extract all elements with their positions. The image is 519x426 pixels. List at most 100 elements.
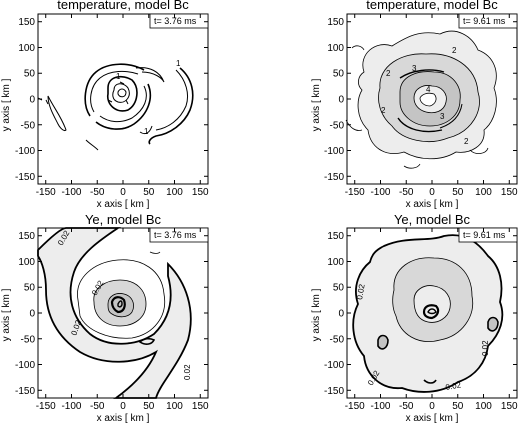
x-axis-label: x axis [ km ]: [406, 413, 459, 424]
y-tick-label: -100: [15, 360, 35, 371]
x-tick-label: 0: [429, 401, 435, 412]
y-tick-label: -50: [21, 120, 36, 131]
x-tick-label: 0: [120, 401, 126, 412]
y-tick-label: 50: [333, 69, 345, 80]
y-tick-label: 150: [18, 231, 35, 242]
y-tick-label: 0: [29, 309, 35, 320]
x-axis-label: x axis [ km ]: [97, 199, 150, 210]
panel-title: Ye, model Bc: [85, 212, 162, 227]
contour-label: 2: [386, 69, 391, 78]
x-tick-label: 100: [475, 401, 492, 412]
x-tick-label: 150: [192, 401, 209, 412]
contour-labels: 2 2 2 2 3 3 4: [381, 46, 469, 146]
y-axis-label: y axis [ km ]: [311, 78, 322, 131]
y-tick-label: -150: [324, 172, 344, 183]
contour-fills: [357, 30, 497, 160]
contour-label: 2: [452, 46, 457, 55]
y-tick-label: 100: [327, 43, 344, 54]
panel-temperature-t1: temperature, model Bc x axis [ km ] y ax…: [1, 0, 209, 210]
x-tick-label: 50: [452, 401, 464, 412]
contour-lines: [110, 251, 161, 345]
time-box: t= 9.61 ms: [458, 227, 518, 243]
y-tick-label: 0: [338, 309, 344, 320]
y-axis-label: y axis [ km ]: [1, 78, 12, 131]
x-tick-label: 100: [475, 187, 492, 198]
contour-label: 3: [440, 112, 445, 121]
y-tick-label: 100: [18, 43, 35, 54]
y-tick-label: -150: [15, 386, 35, 397]
panel-title: temperature, model Bc: [366, 0, 498, 12]
x-tick-label: 50: [452, 187, 464, 198]
x-axis-label: x axis [ km ]: [406, 199, 459, 210]
x-tick-label: 100: [166, 401, 183, 412]
x-axis-label: x axis [ km ]: [97, 413, 150, 424]
y-tick-label: -50: [21, 334, 36, 345]
time-label: t= 9.61 ms: [463, 16, 506, 26]
time-label: t= 9.61 ms: [463, 230, 506, 240]
contour-label: 4: [426, 85, 431, 94]
x-tick-label: 0: [429, 187, 435, 198]
y-tick-label: 50: [24, 69, 36, 80]
contour-label: 1: [176, 59, 181, 68]
panel-title: Ye, model Bc: [394, 212, 471, 227]
plot-frame: [37, 13, 209, 185]
time-label: t= 3.76 ms: [154, 16, 197, 26]
y-axis-label: y axis [ km ]: [1, 288, 12, 341]
x-tick-label: 100: [166, 187, 183, 198]
y-tick-label: 0: [338, 95, 344, 106]
x-tick-label: 150: [501, 401, 518, 412]
y-tick-label: -100: [324, 146, 344, 157]
contour-labels: 1 1 1: [116, 59, 181, 136]
y-tick-label: 150: [327, 231, 344, 242]
time-label: t= 3.76 ms: [154, 230, 197, 240]
y-tick-label: 0: [29, 95, 35, 106]
time-box: t= 9.61 ms: [458, 13, 518, 29]
y-tick-label: 150: [327, 17, 344, 28]
contour-lines: [345, 45, 489, 169]
contour-lines: [37, 63, 194, 151]
x-tick-label: -150: [345, 401, 365, 412]
contour-lines: [377, 304, 499, 384]
x-tick-label: -50: [399, 187, 414, 198]
x-tick-label: -50: [90, 187, 105, 198]
y-axis-label: y axis [ km ]: [311, 288, 322, 341]
y-tick-label: 100: [327, 257, 344, 268]
x-tick-label: 150: [501, 187, 518, 198]
contour-label: 0.02: [445, 380, 462, 392]
x-tick-label: -100: [370, 187, 390, 198]
contour-fills: [352, 234, 504, 393]
contour-label: 0.02: [183, 364, 192, 380]
y-tick-label: -100: [15, 146, 35, 157]
y-tick-label: -100: [324, 360, 344, 371]
contour-label: 2: [464, 137, 469, 146]
y-tick-label: -150: [15, 172, 35, 183]
panel-title: temperature, model Bc: [57, 0, 189, 12]
contour-label: 1: [116, 72, 121, 81]
x-tick-label: 50: [143, 187, 155, 198]
contour-label: 1: [144, 127, 149, 136]
y-tick-label: 50: [333, 283, 345, 294]
panel-ye-t2: Ye, model Bc x axis [ km ] y axis [ km ]…: [311, 212, 518, 424]
y-tick-label: 50: [24, 283, 36, 294]
x-tick-label: -50: [399, 401, 414, 412]
y-tick-label: -50: [330, 120, 345, 131]
contour-fills: [37, 227, 192, 399]
contour-label: 2: [381, 106, 386, 115]
time-box: t= 3.76 ms: [149, 13, 209, 29]
panel-ye-t1: Ye, model Bc x axis [ km ] y axis [ km ]…: [1, 212, 209, 424]
y-tick-label: -150: [324, 386, 344, 397]
time-box: t= 3.76 ms: [149, 227, 209, 243]
x-tick-label: -50: [90, 401, 105, 412]
x-tick-label: -100: [370, 401, 390, 412]
x-tick-label: -150: [345, 187, 365, 198]
x-tick-label: -150: [36, 187, 56, 198]
x-tick-label: 0: [120, 187, 126, 198]
contour-label: 3: [412, 64, 417, 73]
contour-label: 0.02: [355, 283, 367, 300]
x-tick-label: 150: [192, 187, 209, 198]
panel-temperature-t2: temperature, model Bc x axis [ km ] y ax…: [311, 0, 518, 210]
x-tick-label: -150: [36, 401, 56, 412]
y-tick-label: 150: [18, 17, 35, 28]
x-tick-label: -100: [61, 187, 81, 198]
